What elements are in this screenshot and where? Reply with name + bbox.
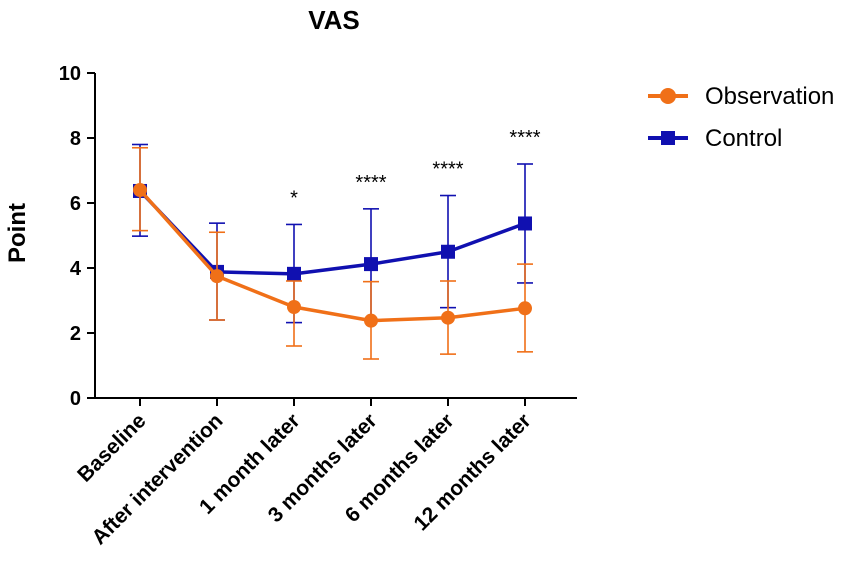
axes [94, 73, 577, 399]
series-observation [132, 146, 533, 360]
legend-observation-label: Observation [705, 83, 834, 110]
data-point [441, 244, 455, 259]
chart-title: VAS [308, 5, 360, 35]
y-tick-label: 2 [70, 323, 81, 345]
data-point [287, 266, 301, 281]
series-line [138, 188, 526, 323]
significance-marker: * [290, 187, 298, 209]
data-point [287, 300, 301, 314]
significance-marker: **** [509, 127, 540, 149]
legend-control-label: Control [705, 125, 782, 152]
significance-marker: **** [355, 172, 386, 194]
data-point [364, 313, 378, 328]
data-point [133, 183, 147, 197]
y-tick-label: 6 [70, 193, 81, 215]
data-point [210, 269, 224, 284]
series-layer [132, 143, 533, 360]
significance-annotations: ************* [290, 127, 541, 209]
series-control [132, 143, 533, 324]
legend-control-marker [661, 131, 675, 145]
significance-marker: **** [432, 159, 463, 181]
x-tick-label: After intervention [88, 409, 228, 549]
data-point [518, 216, 532, 231]
y-tick-label: 8 [70, 128, 81, 150]
legend: Observation Control [648, 83, 834, 152]
y-axis-label: Point [4, 203, 31, 263]
legend-item-observation: Observation [648, 83, 834, 110]
y-tick-label: 10 [59, 63, 81, 85]
y-tick-label: 0 [70, 388, 81, 410]
x-tick-label: Baseline [73, 409, 150, 486]
y-ticks: 0 2 4 6 8 10 [59, 63, 95, 410]
y-tick-label: 4 [70, 258, 82, 280]
data-point [518, 301, 532, 316]
data-point [441, 310, 455, 325]
legend-observation-marker [660, 88, 676, 104]
data-point [364, 257, 378, 272]
series-line [138, 189, 526, 276]
legend-item-control: Control [648, 125, 782, 152]
